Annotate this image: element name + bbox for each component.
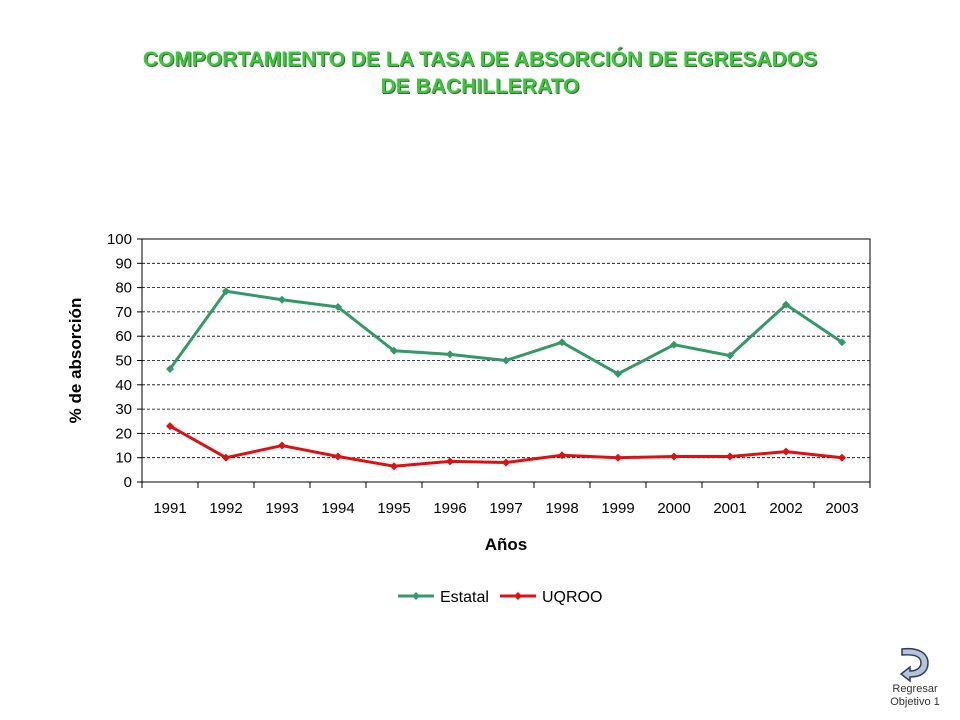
data-point-estatal (614, 369, 622, 378)
data-point-estatal (390, 346, 398, 355)
y-tick-label: 90 (115, 255, 132, 272)
chart-title: COMPORTAMIENTO DE LA TASA DE ABSORCIÓN D… (0, 46, 960, 100)
data-point-estatal (502, 356, 510, 365)
data-point-estatal (166, 365, 174, 374)
data-point-estatal (670, 340, 678, 349)
x-tick-label: 1995 (377, 500, 410, 517)
y-tick-label: 20 (115, 425, 132, 442)
back-to-objective-button[interactable]: Regresar Objetivo 1 (884, 645, 946, 717)
nav-label-line-2: Objetivo 1 (890, 696, 940, 708)
y-tick-label: 0 (124, 474, 132, 491)
y-tick-label: 100 (107, 231, 132, 248)
data-point-uqroo (838, 453, 846, 462)
data-point-uqroo (166, 422, 174, 431)
x-tick-label: 1998 (545, 500, 578, 517)
x-tick-label: 1996 (433, 500, 466, 517)
y-tick-label: 70 (115, 304, 132, 321)
legend-label-uqroo: UQROO (542, 589, 602, 606)
y-tick-label: 50 (115, 353, 132, 370)
data-point-estatal (726, 351, 734, 360)
data-point-uqroo (558, 451, 566, 460)
data-point-estatal (838, 338, 846, 347)
y-axis-label: % de absorción (66, 298, 85, 424)
data-point-uqroo (390, 462, 398, 471)
x-axis-label: Años (485, 535, 528, 554)
x-tick-label: 1997 (489, 500, 522, 517)
x-tick-label: 1991 (153, 500, 186, 517)
data-point-uqroo (614, 453, 622, 462)
x-tick-label: 2000 (657, 500, 690, 517)
data-point-uqroo (782, 447, 790, 456)
x-tick-label: 1993 (265, 500, 298, 517)
y-tick-label: 10 (115, 450, 132, 467)
data-point-estatal (222, 287, 230, 296)
title-line-2: DE BACHILLERATO (380, 75, 580, 98)
x-tick-label: 2003 (825, 500, 858, 517)
data-point-estatal (558, 338, 566, 347)
legend-marker-uqroo (514, 592, 522, 600)
x-tick-label: 1992 (209, 500, 242, 517)
x-tick-label: 1994 (321, 500, 354, 517)
title-line-1: COMPORTAMIENTO DE LA TASA DE ABSORCIÓN D… (142, 48, 818, 71)
return-arrow-icon (899, 647, 929, 683)
x-tick-label: 2002 (769, 500, 802, 517)
data-point-estatal (446, 350, 454, 359)
data-point-estatal (334, 303, 342, 312)
data-point-estatal (278, 295, 286, 304)
data-point-uqroo (502, 458, 510, 467)
data-point-uqroo (670, 452, 678, 461)
y-tick-label: 30 (115, 401, 132, 418)
legend-marker-estatal (412, 592, 420, 600)
legend-label-estatal: Estatal (440, 589, 489, 606)
data-point-uqroo (726, 452, 734, 461)
nav-label-line-1: Regresar (892, 683, 938, 695)
y-tick-label: 40 (115, 377, 132, 394)
x-tick-label: 1999 (601, 500, 634, 517)
data-point-uqroo (446, 457, 454, 466)
y-tick-label: 80 (115, 280, 132, 297)
y-tick-label: 60 (115, 328, 132, 345)
data-point-uqroo (222, 453, 230, 462)
x-tick-label: 2001 (713, 500, 746, 517)
data-point-uqroo (334, 452, 342, 461)
data-point-estatal (782, 300, 790, 309)
data-point-uqroo (278, 441, 286, 450)
